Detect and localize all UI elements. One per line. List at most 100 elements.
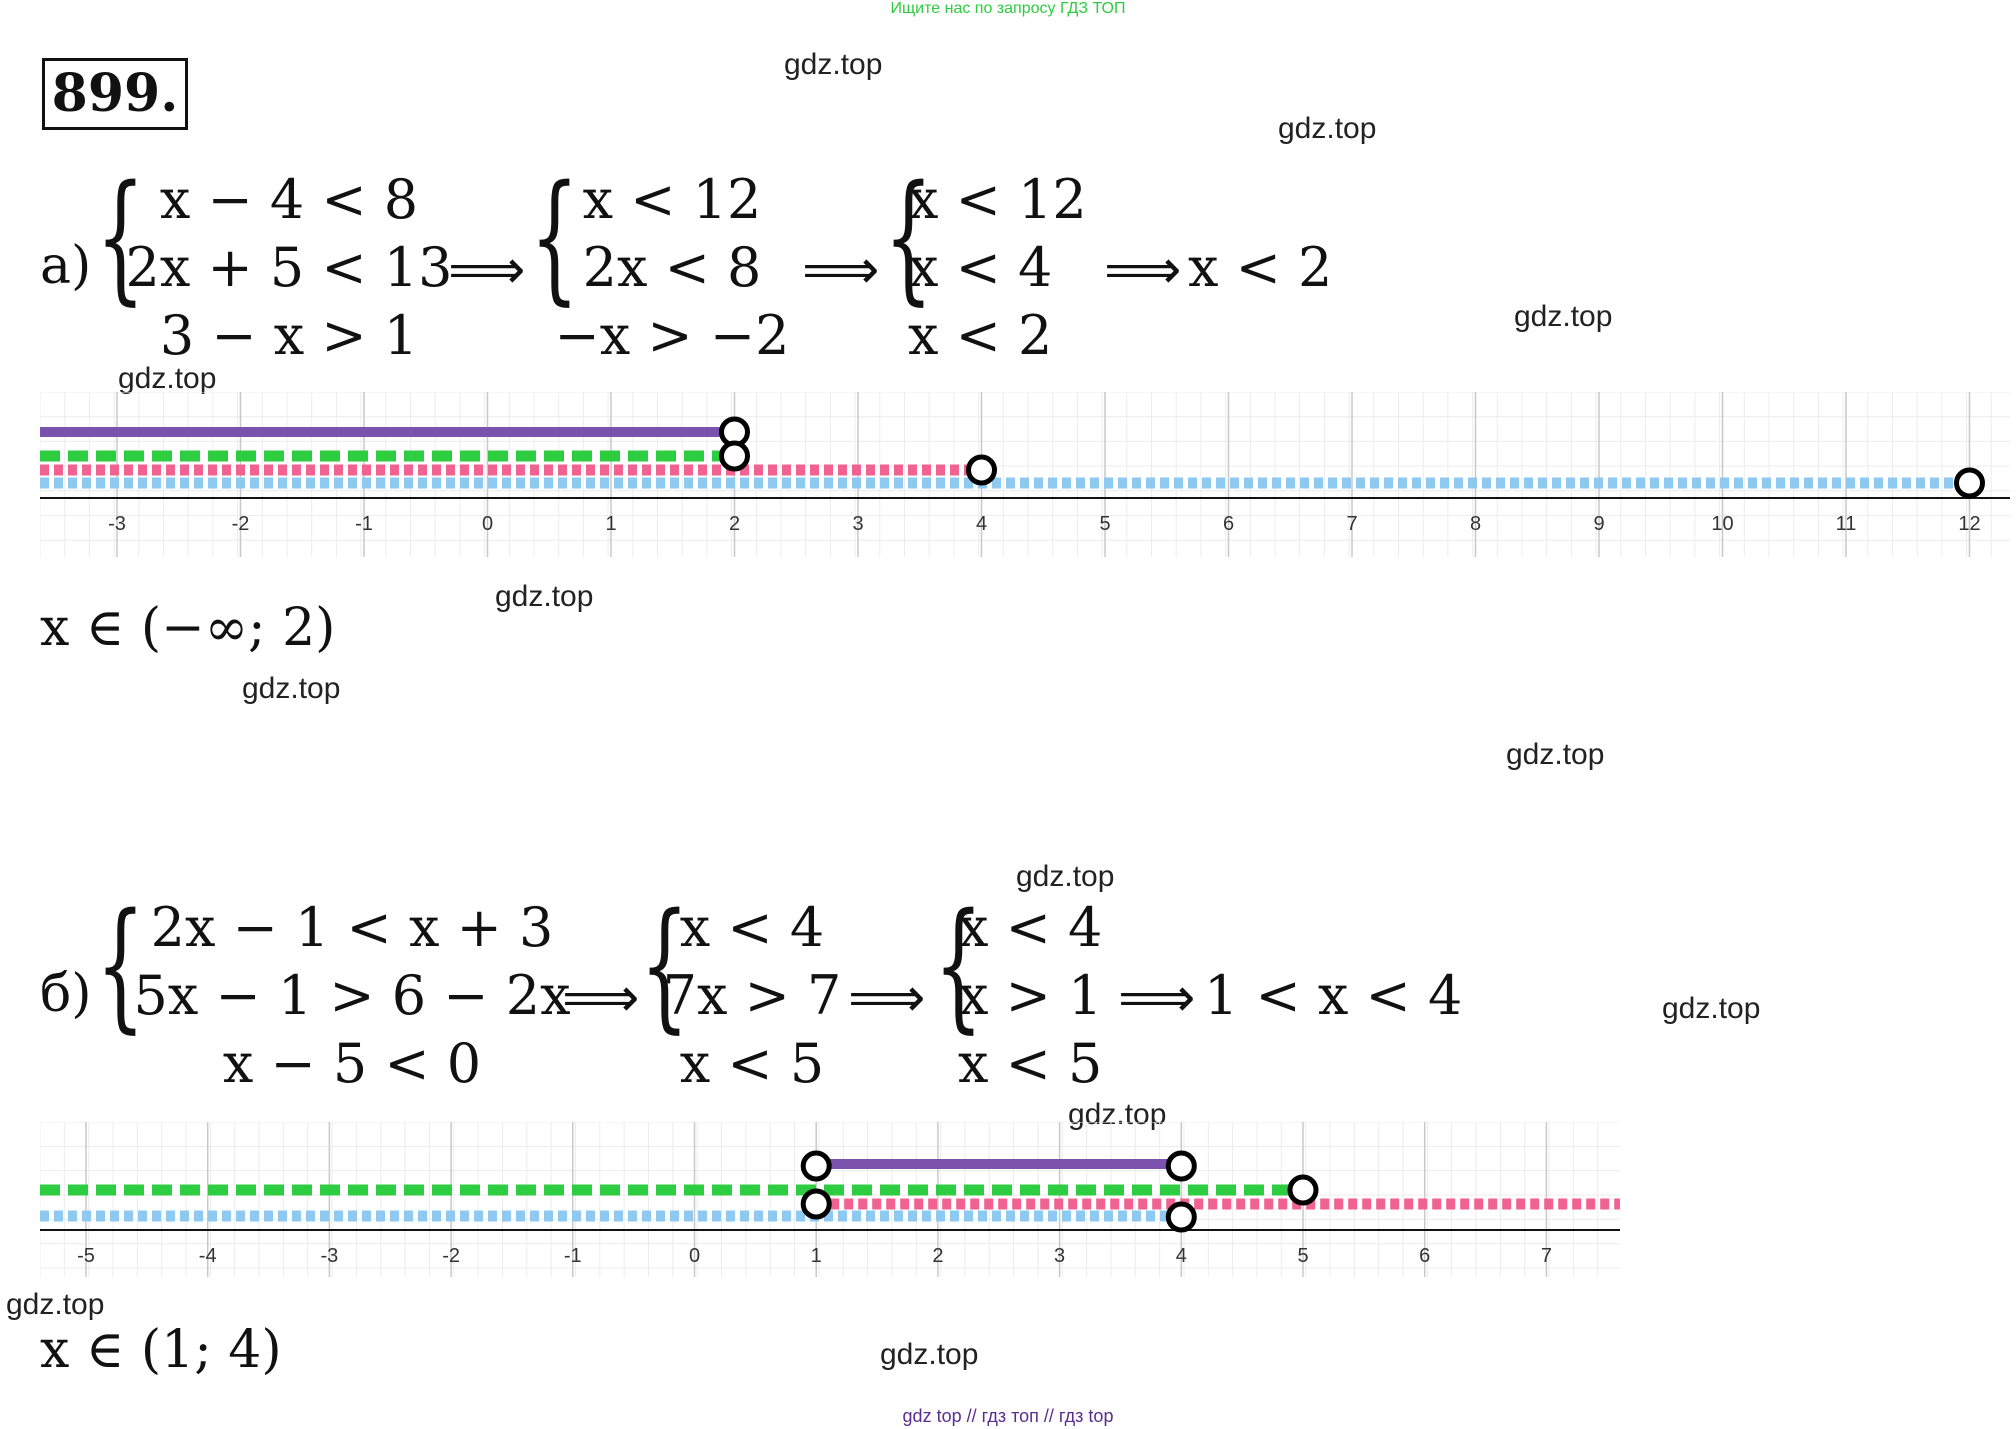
brace-icon: { (884, 156, 933, 319)
system-b1: 2x − 1 < x + 3 5x − 1 > 6 − 2x x − 5 < 0 (122, 894, 582, 1098)
footer-links[interactable]: gdz top // гдз топ // гдз top (902, 1406, 1114, 1426)
open-point (1165, 1201, 1197, 1233)
tick-label: 3 (852, 513, 863, 535)
open-point (719, 440, 750, 472)
watermark: gdz.top (1016, 860, 1115, 893)
tick-label: 7 (1541, 1245, 1552, 1267)
tick-label: 2 (932, 1245, 943, 1267)
tick-label: 5 (1297, 1245, 1308, 1267)
tick-label: 10 (1711, 513, 1733, 535)
system-a2: x < 12 2x < 8 −x > −2 (552, 166, 792, 370)
rays (40, 1159, 1620, 1222)
inequality: x < 2 (908, 304, 1053, 367)
result-b: 1 < x < 4 (1204, 964, 1463, 1027)
problem-number: 899. (42, 58, 188, 130)
implies-icon: ⟹ (448, 238, 526, 301)
tick-label: 11 (1836, 513, 1857, 535)
inequality: 2x < 8 (582, 236, 762, 299)
brace-icon: { (96, 884, 145, 1047)
tick-label: 9 (1593, 513, 1604, 535)
implies-icon: ⟹ (802, 238, 880, 301)
tick-label: -1 (355, 513, 373, 535)
brace-icon: { (96, 156, 145, 319)
rays (40, 427, 1970, 489)
implies-icon: ⟹ (848, 966, 926, 1029)
watermark: gdz.top (1068, 1098, 1167, 1131)
number-line-a: -3 -2 -1 0 1 2 3 4 5 6 7 8 9 10 11 12 (40, 392, 2010, 557)
watermark: gdz.top (1278, 112, 1377, 145)
open-point (800, 1188, 832, 1220)
result-a: x < 2 (1188, 236, 1333, 299)
watermark: gdz.top (242, 672, 341, 705)
tick-label: 8 (1470, 513, 1481, 535)
brace-icon: { (530, 156, 579, 319)
open-points (800, 1150, 1319, 1233)
watermark: gdz.top (880, 1338, 979, 1371)
open-point (1287, 1174, 1319, 1206)
watermark: gdz.top (495, 580, 594, 613)
system-b2: x < 4 7x > 7 x < 5 (662, 894, 842, 1098)
answer-b: x ∈ (1; 4) (40, 1320, 282, 1380)
tick-label: 0 (689, 1245, 700, 1267)
inequality: x < 5 (958, 1032, 1103, 1095)
system-a3: x < 12 x < 4 x < 2 (908, 166, 1098, 370)
inequality: 7x > 7 (662, 964, 842, 1027)
top-banner[interactable]: Ищите нас по запросу ГДЗ ТОП (890, 0, 1126, 17)
answer-a: x ∈ (−∞; 2) (40, 598, 336, 658)
tick-label: 12 (1958, 513, 1980, 535)
inequality: −x > −2 (554, 304, 790, 367)
watermark: gdz.top (784, 48, 883, 81)
watermark: gdz.top (1506, 738, 1605, 771)
inequality: x − 5 < 0 (222, 1032, 482, 1095)
inequality: x < 4 (679, 896, 825, 959)
system-b3: x < 4 x > 1 x < 5 (958, 894, 1118, 1098)
tick-label: -2 (232, 513, 250, 535)
watermark: gdz.top (1514, 300, 1613, 333)
tick-label: 1 (811, 1245, 822, 1267)
inequality: 2x − 1 < x + 3 (150, 896, 554, 959)
system-a1: x − 4 < 8 2x + 5 < 13 3 − x > 1 (124, 166, 454, 370)
watermark: gdz.top (6, 1288, 105, 1321)
inequality: x < 12 (582, 168, 762, 231)
part-b-label: б) (40, 964, 92, 1024)
implies-icon: ⟹ (1118, 966, 1196, 1029)
inequality: x − 4 < 8 (159, 168, 419, 231)
inequality: 5x − 1 > 6 − 2x (133, 964, 571, 1027)
part-a-label: а) (40, 236, 92, 296)
tick-label: -4 (199, 1245, 217, 1267)
tick-label: 7 (1346, 513, 1357, 535)
tick-label: 0 (482, 513, 493, 535)
tick-label: -3 (108, 513, 126, 535)
brace-icon: { (640, 884, 689, 1047)
open-points (719, 416, 1985, 499)
inequality: x < 5 (679, 1032, 825, 1095)
inequality: x < 4 (958, 896, 1103, 959)
number-line-b: -5 -4 -3 -2 -1 0 1 2 3 4 5 6 7 (40, 1122, 1620, 1277)
implies-icon: ⟹ (1104, 238, 1182, 301)
tick-label: 2 (729, 513, 740, 535)
tick-label: 6 (1419, 1245, 1430, 1267)
tick-label: -5 (77, 1245, 95, 1267)
grid (40, 392, 2010, 557)
watermark: gdz.top (118, 362, 217, 395)
tick-label: 4 (976, 513, 987, 535)
tick-labels: -5 -4 -3 -2 -1 0 1 2 3 4 5 6 7 (77, 1245, 1552, 1267)
watermark: gdz.top (1662, 992, 1761, 1025)
tick-labels: -3 -2 -1 0 1 2 3 4 5 6 7 8 9 10 11 12 (108, 513, 1981, 535)
inequality: x < 4 (908, 236, 1053, 299)
tick-label: 4 (1176, 1245, 1187, 1267)
inequality: x > 1 (958, 964, 1103, 1027)
tick-label: -2 (442, 1245, 460, 1267)
inequality: x < 12 (908, 168, 1087, 231)
tick-label: 6 (1223, 513, 1234, 535)
tick-label: -1 (564, 1245, 582, 1267)
brace-icon: { (934, 884, 983, 1047)
inequality: 2x + 5 < 13 (125, 236, 453, 299)
tick-label: -3 (321, 1245, 339, 1267)
tick-label: 5 (1099, 513, 1110, 535)
open-point (966, 454, 997, 486)
open-point (1165, 1150, 1197, 1182)
open-point (800, 1150, 832, 1182)
tick-label: 3 (1054, 1245, 1065, 1267)
implies-icon: ⟹ (562, 966, 640, 1029)
